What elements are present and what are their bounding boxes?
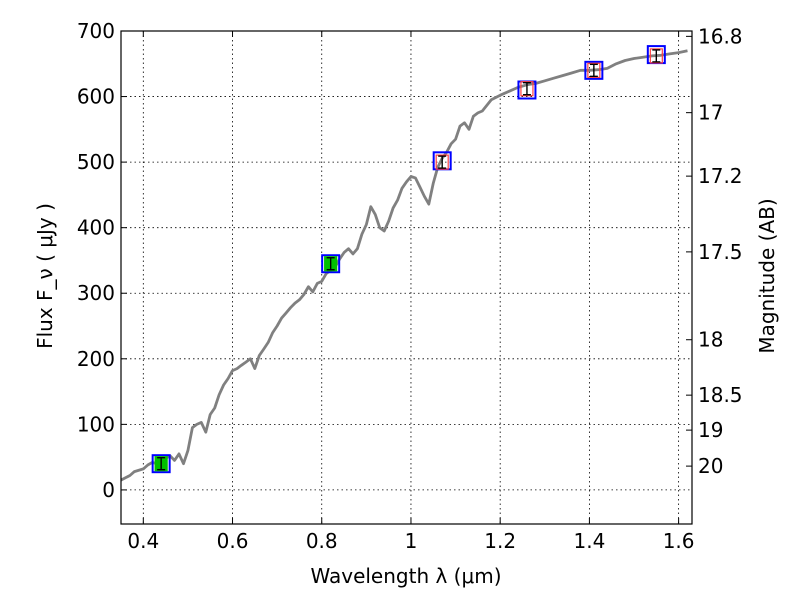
y-tick-label: 0: [102, 478, 115, 502]
y-tick-label: 300: [77, 281, 115, 305]
photometry-square-marker: [321, 254, 341, 274]
x-tick-label: 1.4: [573, 529, 605, 553]
model-point: [587, 62, 601, 78]
x-tick-label: 1.2: [484, 529, 516, 553]
photometry-square-marker: [584, 60, 604, 80]
photometry-square-marker: [151, 454, 171, 474]
y2-tick-label: 16.8: [698, 24, 743, 48]
y2-tick-label: 17: [698, 101, 723, 125]
x-tick-label: 1: [405, 529, 418, 553]
y-tick-label: 700: [77, 19, 115, 43]
y-tick-label: 500: [77, 150, 115, 174]
y2-tick-label: 17.5: [698, 240, 743, 264]
x-axis-label: Wavelength λ (μm): [310, 564, 501, 588]
x-tick-label: 0.8: [306, 529, 338, 553]
y-tick-label: 400: [77, 216, 115, 240]
y2-tick-label: 17.2: [698, 164, 743, 188]
model-point: [435, 154, 449, 170]
model-point: [520, 81, 534, 97]
y2-tick-label: 20: [698, 454, 723, 478]
y2-tick-label: 19: [698, 418, 723, 442]
y2-axis-label: Magnitude (AB): [755, 198, 779, 353]
x-tick-label: 1.6: [663, 529, 695, 553]
y-tick-label: 100: [77, 412, 115, 436]
plot-frame: [120, 30, 693, 525]
x-tick-label: 0.6: [217, 529, 249, 553]
y-axis-label: Flux F_ν ( μJy ): [33, 203, 57, 349]
plot-area: [121, 45, 688, 482]
y2-tick-label: 18: [698, 328, 723, 352]
y-tick-label: 600: [77, 85, 115, 109]
model-point: [649, 48, 663, 64]
spectrum-line: [121, 49, 688, 482]
y-tick-label: 200: [77, 347, 115, 371]
grid-lines: [121, 30, 692, 524]
axis-ticks: 0.4 0.6 0.8 1 1.2 1.4 1.6 0 100 200 300 400 500 600 70…: [77, 19, 743, 553]
y2-tick-label: 18.5: [698, 383, 743, 407]
x-tick-label: 0.4: [127, 529, 159, 553]
